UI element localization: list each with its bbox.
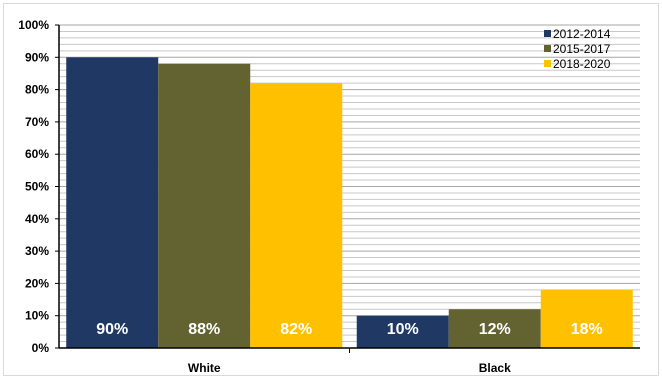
legend-swatch xyxy=(544,60,551,67)
data-label: 12% xyxy=(479,321,511,338)
x-category-label: Black xyxy=(479,361,511,375)
x-category-label: White xyxy=(188,361,221,375)
bar-2012-2014-Black xyxy=(356,315,449,348)
y-tick-label: 80% xyxy=(25,83,49,97)
legend-label: 2018-2020 xyxy=(553,57,611,71)
bar-2018-2020-White xyxy=(250,83,343,348)
y-tick-label: 90% xyxy=(25,50,49,64)
legend-swatch xyxy=(544,30,551,37)
y-tick-label: 100% xyxy=(18,18,49,32)
legend-label: 2012-2014 xyxy=(553,27,611,41)
y-tick-label: 40% xyxy=(25,212,49,226)
y-tick-label: 20% xyxy=(25,276,49,290)
y-tick-label: 50% xyxy=(25,180,49,194)
bar-2012-2014-White xyxy=(66,57,159,349)
bar-2015-2017-Black xyxy=(448,309,541,348)
y-tick-label: 0% xyxy=(32,341,50,355)
data-label: 88% xyxy=(188,321,220,338)
bar-2015-2017-White xyxy=(158,63,251,348)
data-label: 82% xyxy=(280,321,312,338)
data-label: 10% xyxy=(387,321,419,338)
legend-label: 2015-2017 xyxy=(553,42,611,56)
bars: 90% 88% 82% 10% 12% 18% xyxy=(66,57,633,349)
y-tick-label: 10% xyxy=(25,309,49,323)
data-label: 90% xyxy=(96,321,128,338)
bar-2018-2020-Black xyxy=(540,289,633,348)
y-tick-label: 70% xyxy=(25,115,49,129)
legend-swatch xyxy=(544,45,551,52)
data-label: 18% xyxy=(571,321,603,338)
y-tick-label: 30% xyxy=(25,244,49,258)
y-tick-label: 60% xyxy=(25,147,49,161)
